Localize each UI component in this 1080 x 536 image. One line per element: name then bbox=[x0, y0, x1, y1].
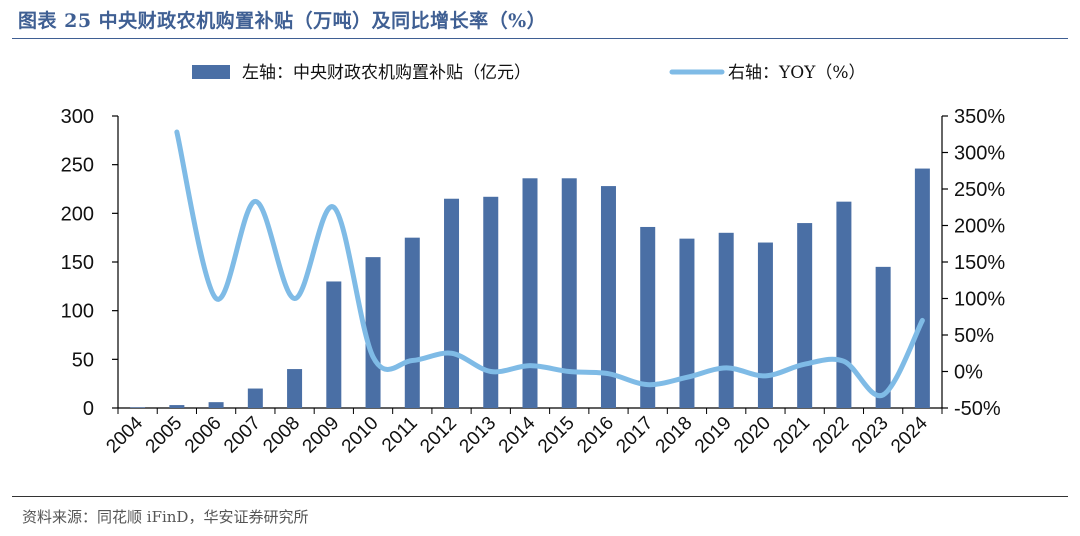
x-tick-label: 2005 bbox=[142, 413, 187, 458]
x-tick-label: 2004 bbox=[102, 412, 147, 457]
bar-2016 bbox=[600, 186, 616, 408]
bar-2018 bbox=[679, 238, 695, 408]
bar-2014 bbox=[522, 178, 538, 408]
right-y-tick-label: 0% bbox=[954, 362, 983, 384]
x-tick-label: 2024 bbox=[887, 412, 932, 457]
bar-2022 bbox=[836, 201, 852, 408]
right-y-tick-label: 150% bbox=[954, 252, 1005, 274]
legend: 左轴：中央财政农机购置补贴（亿元） 右轴：YOY（%） bbox=[192, 63, 866, 83]
title-rule bbox=[12, 38, 1068, 39]
x-tick-label: 2010 bbox=[338, 413, 383, 458]
right-y-tick-label: 100% bbox=[954, 289, 1005, 311]
x-tick-label: 2009 bbox=[299, 413, 344, 458]
axes: 0 50 100 150 200 250 300 -50% 0% 50% 100% 150% 200% 2… bbox=[61, 106, 1006, 420]
x-tick-label: 2015 bbox=[534, 413, 579, 458]
bar-2004 bbox=[130, 407, 146, 408]
line-series bbox=[174, 129, 925, 399]
x-tick-label: 2011 bbox=[378, 413, 422, 457]
figure-title: 图表 25 中央财政农机购置补贴（万吨）及同比增长率（%） bbox=[18, 10, 547, 32]
x-tick-label: 2014 bbox=[495, 412, 540, 457]
left-y-tick-label: 0 bbox=[83, 398, 94, 420]
x-tick-labels: 2004200520062007200820092010201120122013… bbox=[102, 412, 932, 457]
bar-2009 bbox=[326, 281, 342, 408]
bar-series bbox=[130, 168, 930, 408]
left-y-tick-label: 100 bbox=[61, 301, 94, 323]
bar-2012 bbox=[444, 198, 460, 408]
bar-2010 bbox=[365, 257, 381, 408]
x-tick-label: 2022 bbox=[809, 413, 854, 458]
bar-2021 bbox=[797, 223, 813, 408]
x-tick-label: 2007 bbox=[220, 413, 265, 458]
left-y-tick-label: 50 bbox=[72, 349, 94, 371]
x-tick-label: 2017 bbox=[613, 413, 658, 458]
x-tick-label: 2018 bbox=[652, 413, 697, 458]
right-y-tick-label: 50% bbox=[954, 325, 994, 347]
left-y-tick-label: 150 bbox=[61, 252, 94, 274]
x-tick-label: 2016 bbox=[573, 413, 618, 458]
source-rule bbox=[12, 496, 1068, 497]
bar-2019 bbox=[718, 232, 734, 408]
yoy-line bbox=[174, 129, 925, 399]
left-y-tick-label: 250 bbox=[61, 155, 94, 177]
bar-2023 bbox=[875, 266, 891, 408]
bar-2020 bbox=[757, 242, 773, 408]
bar-2008 bbox=[287, 369, 303, 408]
bar-2007 bbox=[247, 388, 263, 408]
right-y-tick-label: 300% bbox=[954, 143, 1005, 165]
x-tick-label: 2021 bbox=[769, 413, 814, 458]
bar-2006 bbox=[208, 402, 224, 408]
x-tick-label: 2019 bbox=[691, 413, 736, 458]
right-y-tick-label: -50% bbox=[954, 398, 1001, 420]
x-tick-label: 2020 bbox=[730, 413, 775, 458]
x-tick-label: 2008 bbox=[259, 413, 304, 458]
legend-bar-swatch bbox=[192, 65, 230, 79]
x-tick-label: 2006 bbox=[181, 413, 226, 458]
legend-bar-label: 左轴：中央财政农机购置补贴（亿元） bbox=[242, 63, 531, 83]
left-y-tick-label: 300 bbox=[61, 106, 94, 128]
right-y-tick-label: 350% bbox=[954, 106, 1005, 128]
x-tick-label: 2012 bbox=[416, 413, 461, 458]
bar-2005 bbox=[169, 405, 185, 408]
bar-2015 bbox=[561, 178, 577, 408]
legend-line-label: 右轴：YOY（%） bbox=[728, 63, 866, 83]
bar-2024 bbox=[914, 168, 930, 408]
right-y-tick-label: 250% bbox=[954, 179, 1005, 201]
bar-2013 bbox=[483, 196, 499, 408]
right-y-tick-label: 200% bbox=[954, 216, 1005, 238]
x-tick-label: 2023 bbox=[848, 413, 893, 458]
bar-2011 bbox=[404, 237, 420, 408]
source-note: 资料来源：同花顺 iFinD，华安证券研究所 bbox=[22, 508, 309, 526]
chart: 左轴：中央财政农机购置补贴（亿元） 右轴：YOY（%） 0 50 100 150 200… bbox=[61, 63, 1006, 457]
left-y-tick-label: 200 bbox=[61, 203, 94, 225]
bar-2017 bbox=[640, 226, 656, 408]
x-tick-label: 2013 bbox=[456, 413, 501, 458]
